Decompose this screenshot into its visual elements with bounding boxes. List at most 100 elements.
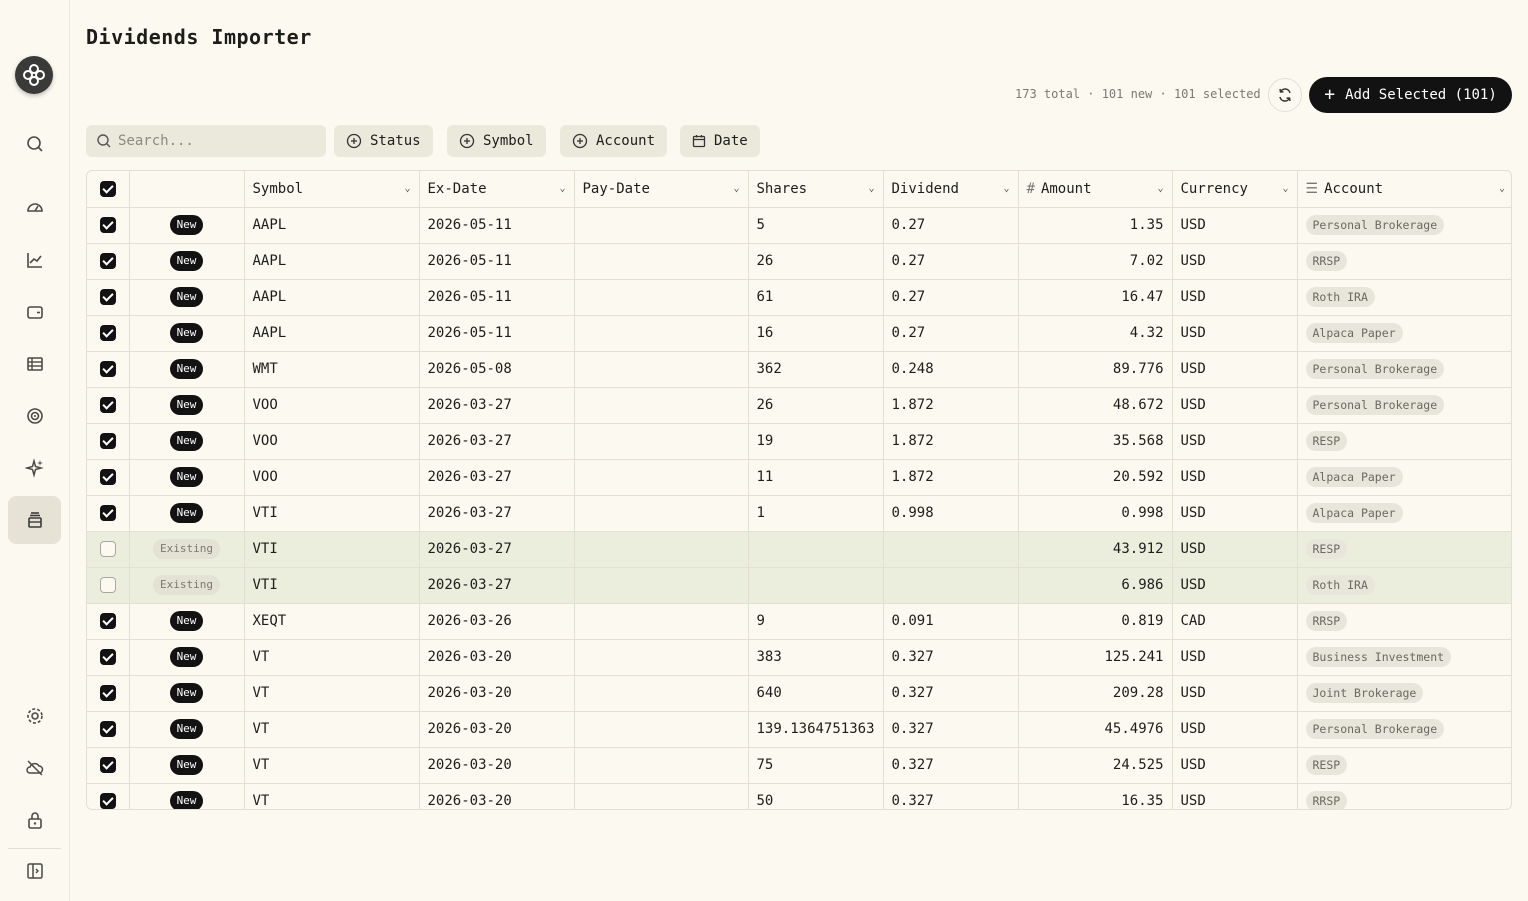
table-row[interactable]: Existing VTI 2026-03-27 43.912 USD RESP [87, 531, 1511, 568]
row-checkbox[interactable] [99, 577, 116, 593]
dividend-cell[interactable]: 0.27 [883, 243, 1019, 280]
shares-cell[interactable] [748, 567, 884, 604]
ex-date-cell[interactable]: 2026-05-11 [419, 207, 575, 244]
row-select-cell[interactable] [87, 315, 130, 352]
currency-cell[interactable]: USD [1172, 207, 1298, 244]
pay-date-cell[interactable] [574, 207, 749, 244]
amount-cell[interactable]: 45.4976 [1018, 711, 1173, 748]
pay-date-cell[interactable] [574, 387, 749, 424]
chevron-down-icon[interactable]: ⌄ [1282, 183, 1289, 195]
nav-lock[interactable] [8, 796, 61, 844]
amount-cell[interactable]: 24.525 [1018, 747, 1173, 784]
pay-date-cell[interactable] [574, 639, 749, 676]
account-cell[interactable]: Roth IRA [1297, 567, 1511, 604]
account-cell[interactable]: Business Investment [1297, 639, 1511, 676]
symbol-cell[interactable]: VOO [244, 387, 420, 424]
dividend-cell[interactable]: 0.327 [883, 675, 1019, 712]
row-select-cell[interactable] [87, 423, 130, 460]
row-checkbox[interactable] [99, 361, 116, 377]
dividend-cell[interactable]: 1.872 [883, 459, 1019, 496]
currency-cell[interactable]: USD [1172, 279, 1298, 316]
ex-date-cell[interactable]: 2026-03-20 [419, 783, 575, 809]
row-checkbox[interactable] [99, 649, 116, 665]
row-checkbox[interactable] [99, 289, 116, 305]
row-select-cell[interactable] [87, 351, 130, 388]
pay-date-cell[interactable] [574, 675, 749, 712]
currency-cell[interactable]: USD [1172, 783, 1298, 809]
account-cell[interactable]: RRSP [1297, 783, 1511, 809]
currency-cell[interactable]: USD [1172, 387, 1298, 424]
shares-cell[interactable]: 19 [748, 423, 884, 460]
currency-cell[interactable]: USD [1172, 459, 1298, 496]
row-select-cell[interactable] [87, 567, 130, 604]
dividend-cell[interactable]: 0.27 [883, 315, 1019, 352]
symbol-cell[interactable]: VOO [244, 459, 420, 496]
table-row[interactable]: New VT 2026-03-20 640 0.327 209.28 USD Joint Br… [87, 675, 1511, 712]
chevron-down-icon[interactable]: ⌄ [1498, 183, 1505, 195]
pay-date-cell[interactable] [574, 459, 749, 496]
symbol-cell[interactable]: VOO [244, 423, 420, 460]
select-all-cell[interactable] [87, 171, 130, 208]
row-select-cell[interactable] [87, 711, 130, 748]
currency-cell[interactable]: USD [1172, 675, 1298, 712]
chevron-down-icon[interactable]: ⌄ [1157, 183, 1164, 195]
symbol-column-header[interactable]: Symbol ⌄ [244, 171, 420, 208]
ex-date-cell[interactable]: 2026-03-27 [419, 423, 575, 460]
amount-cell[interactable]: 16.35 [1018, 783, 1173, 809]
table-row[interactable]: Existing VTI 2026-03-27 6.986 USD Roth IRA [87, 567, 1511, 604]
row-select-cell[interactable] [87, 279, 130, 316]
shares-column-header[interactable]: Shares ⌄ [748, 171, 884, 208]
account-cell[interactable]: RESP [1297, 531, 1511, 568]
dividend-column-header[interactable]: Dividend ⌄ [883, 171, 1019, 208]
pay-date-cell[interactable] [574, 567, 749, 604]
search-input[interactable] [118, 133, 308, 149]
chevron-down-icon[interactable]: ⌄ [559, 183, 566, 195]
table-row[interactable]: New VT 2026-03-20 383 0.327 125.241 USD Busines… [87, 639, 1511, 676]
dividend-cell[interactable] [883, 567, 1019, 604]
currency-cell[interactable]: USD [1172, 351, 1298, 388]
account-cell[interactable]: Joint Brokerage [1297, 675, 1511, 712]
shares-cell[interactable]: 9 [748, 603, 884, 640]
nav-settings[interactable] [8, 692, 61, 740]
nav-accounts[interactable] [8, 288, 61, 336]
pay-date-cell[interactable] [574, 315, 749, 352]
currency-cell[interactable]: USD [1172, 423, 1298, 460]
dividend-cell[interactable]: 0.27 [883, 279, 1019, 316]
ex-date-cell[interactable]: 2026-05-11 [419, 279, 575, 316]
dividend-cell[interactable] [883, 531, 1019, 568]
row-select-cell[interactable] [87, 639, 130, 676]
amount-cell[interactable]: 6.986 [1018, 567, 1173, 604]
row-select-cell[interactable] [87, 531, 130, 568]
ex-date-cell[interactable]: 2026-05-11 [419, 315, 575, 352]
pay-date-column-header[interactable]: Pay-Date ⌄ [574, 171, 749, 208]
ex-date-cell[interactable]: 2026-03-20 [419, 675, 575, 712]
chevron-down-icon[interactable]: ⌄ [404, 183, 411, 195]
chevron-down-icon[interactable]: ⌄ [1003, 183, 1010, 195]
row-select-cell[interactable] [87, 207, 130, 244]
table-row[interactable]: New VOO 2026-03-27 11 1.872 20.592 USD Alpaca P… [87, 459, 1511, 496]
ex-date-cell[interactable]: 2026-03-20 [419, 711, 575, 748]
pay-date-cell[interactable] [574, 783, 749, 809]
table-row[interactable]: New VT 2026-03-20 75 0.327 24.525 USD RESP [87, 747, 1511, 784]
symbol-filter-button[interactable]: Symbol [447, 125, 546, 157]
chevron-down-icon[interactable]: ⌄ [733, 183, 740, 195]
symbol-cell[interactable]: AAPL [244, 243, 420, 280]
currency-cell[interactable]: USD [1172, 315, 1298, 352]
add-selected-button[interactable]: + Add Selected (101) [1309, 77, 1512, 113]
nav-performance[interactable] [8, 236, 61, 284]
dividend-cell[interactable]: 1.872 [883, 423, 1019, 460]
row-checkbox[interactable] [99, 469, 116, 485]
ex-date-cell[interactable]: 2026-03-20 [419, 639, 575, 676]
dividend-cell[interactable]: 0.327 [883, 711, 1019, 748]
pay-date-cell[interactable] [574, 747, 749, 784]
ex-date-cell[interactable]: 2026-03-26 [419, 603, 575, 640]
status-filter-button[interactable]: Status [334, 125, 433, 157]
symbol-cell[interactable]: AAPL [244, 279, 420, 316]
symbol-cell[interactable]: XEQT [244, 603, 420, 640]
table-row[interactable]: New AAPL 2026-05-11 26 0.27 7.02 USD RRSP [87, 243, 1511, 280]
symbol-cell[interactable]: VTI [244, 495, 420, 532]
account-cell[interactable]: Personal Brokerage [1297, 351, 1511, 388]
currency-column-header[interactable]: Currency ⌄ [1172, 171, 1298, 208]
amount-cell[interactable]: 0.998 [1018, 495, 1173, 532]
currency-cell[interactable]: USD [1172, 639, 1298, 676]
